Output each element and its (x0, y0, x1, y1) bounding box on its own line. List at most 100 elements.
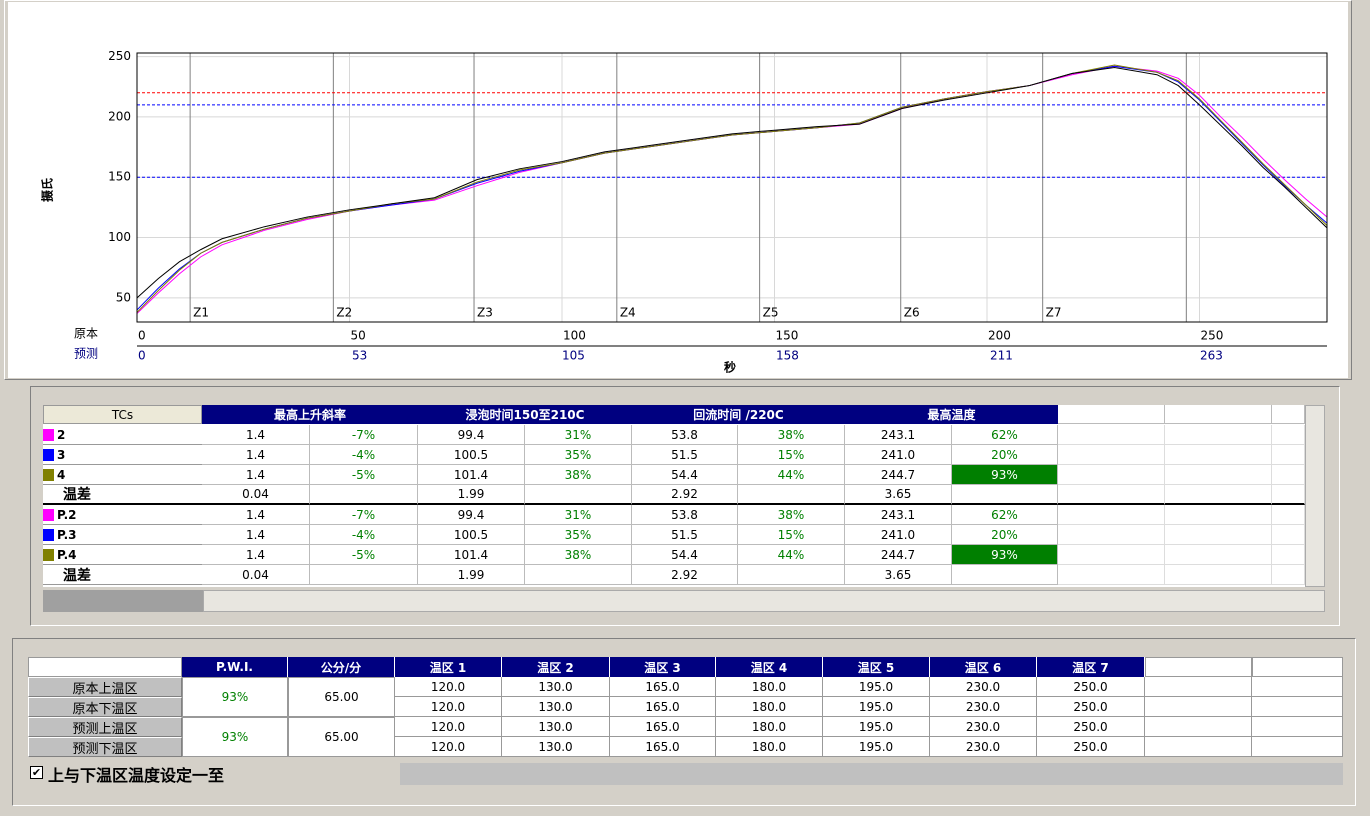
color-swatch (43, 428, 54, 441)
empty-cell (1165, 425, 1272, 445)
table-cell: 1.4 (202, 465, 310, 485)
x-tick-label: 0 (138, 329, 146, 343)
table-cell: 1.4 (202, 425, 310, 445)
empty-cell (1272, 445, 1305, 465)
empty-cell (1058, 425, 1165, 445)
table-cell: 241.0 (845, 445, 952, 465)
table-cell: 54.4 (632, 545, 738, 565)
empty-cell (1272, 525, 1305, 545)
zone-cell: 195.0 (823, 737, 930, 757)
row-label: P.4 (57, 547, 77, 562)
header-cell: 回流时间 /220C (632, 405, 845, 424)
row-name: P.2 (43, 505, 202, 525)
empty-cell (1165, 485, 1272, 505)
row-name: 温差 (43, 565, 202, 585)
table-cell: 241.0 (845, 525, 952, 545)
v-scrollbar[interactable] (1305, 405, 1325, 587)
zone-panel (12, 638, 1356, 806)
row-label: 4 (57, 467, 66, 482)
plot-frame (136, 52, 1328, 323)
table-cell: 3.65 (845, 485, 952, 505)
header-cell: 最高上升斜率 (202, 405, 418, 424)
table-cell: 38% (525, 545, 632, 565)
tc-panel (30, 386, 1340, 626)
empty-header (1165, 405, 1272, 424)
table-cell: 62% (952, 505, 1058, 525)
table-cell: 15% (738, 525, 845, 545)
empty-cell (1058, 565, 1165, 585)
table-cell (310, 565, 418, 585)
table-cell: 31% (525, 425, 632, 445)
empty-cell (1058, 445, 1165, 465)
zone-cell: 180.0 (716, 717, 823, 737)
table-cell: 1.4 (202, 445, 310, 465)
zone-cell: 230.0 (930, 737, 1037, 757)
zone-cell: 180.0 (716, 737, 823, 757)
table-cell (525, 485, 632, 505)
header-cell: 浸泡时间150至210C (418, 405, 632, 424)
header-cell: 温区 6 (930, 657, 1037, 677)
zone-cell: 230.0 (930, 697, 1037, 717)
table-cell: -4% (310, 445, 418, 465)
table-cell: 62% (952, 425, 1058, 445)
table-cell: 35% (525, 445, 632, 465)
table-cell: 31% (525, 505, 632, 525)
table-cell: 51.5 (632, 525, 738, 545)
table-cell: 1.4 (202, 525, 310, 545)
checkbox-label: 上与下温区温度设定一至 (48, 766, 225, 785)
table-cell: 101.4 (418, 545, 525, 565)
table-cell: 93% (952, 545, 1058, 565)
zone-cell: 165.0 (610, 697, 716, 717)
zone-cell: 230.0 (930, 717, 1037, 737)
header-cell: 最高温度 (845, 405, 1058, 424)
table-cell (738, 565, 845, 585)
y-tick-label: 100 (108, 230, 131, 244)
zone-footer (400, 763, 1343, 785)
speed-cell: 65.00 (288, 677, 395, 717)
x-row-label: 原本 (74, 327, 98, 341)
empty-cell (1272, 485, 1305, 505)
zone-label: Z7 (1046, 306, 1062, 320)
zone-cell: 250.0 (1037, 717, 1145, 737)
speed-cell: 65.00 (288, 717, 395, 757)
series-line (136, 64, 1328, 313)
table-cell: 3.65 (845, 565, 952, 585)
table-cell: 44% (738, 545, 845, 565)
row-label: 3 (57, 447, 66, 462)
header-cell: 温区 3 (610, 657, 716, 677)
table-cell: 244.7 (845, 545, 952, 565)
table-cell: -5% (310, 465, 418, 485)
color-swatch (43, 508, 54, 521)
checkbox[interactable]: ✔ (30, 766, 43, 779)
x2-tick-label: 158 (776, 349, 799, 363)
chart: 秒 摄氏 原本 预测 50 100 150 200 250 0 50 100 150 200 250… (8, 2, 1348, 378)
table-cell: 93% (952, 465, 1058, 485)
zone-cell: 180.0 (716, 697, 823, 717)
table-cell: -7% (310, 505, 418, 525)
table-cell: 100.5 (418, 525, 525, 545)
x2-tick-label: 0 (138, 349, 146, 363)
zone-label: Z5 (763, 306, 779, 320)
table-cell: 20% (952, 445, 1058, 465)
h-scrollbar[interactable] (203, 590, 1325, 612)
zone-cell: 165.0 (610, 717, 716, 737)
table-cell: 1.99 (418, 485, 525, 505)
table-cell: 243.1 (845, 505, 952, 525)
y-axis-label: 摄氏 (40, 178, 55, 202)
table-cell: -4% (310, 525, 418, 545)
series-line (136, 66, 1328, 299)
table-cell: 0.04 (202, 565, 310, 585)
row-label: 2 (57, 427, 66, 442)
zone-cell: 120.0 (395, 737, 502, 757)
table-cell: 38% (738, 425, 845, 445)
table-cell: 99.4 (418, 425, 525, 445)
zone-label: Z3 (477, 306, 493, 320)
header-cell: 公分/分 (288, 657, 395, 677)
empty-cell (1272, 425, 1305, 445)
empty-cell (1252, 717, 1343, 737)
x-axis-label: 秒 (724, 360, 736, 375)
zone-label: Z4 (620, 306, 636, 320)
zone-cell: 250.0 (1037, 677, 1145, 697)
zone-cell: 120.0 (395, 677, 502, 697)
table-cell: 54.4 (632, 465, 738, 485)
